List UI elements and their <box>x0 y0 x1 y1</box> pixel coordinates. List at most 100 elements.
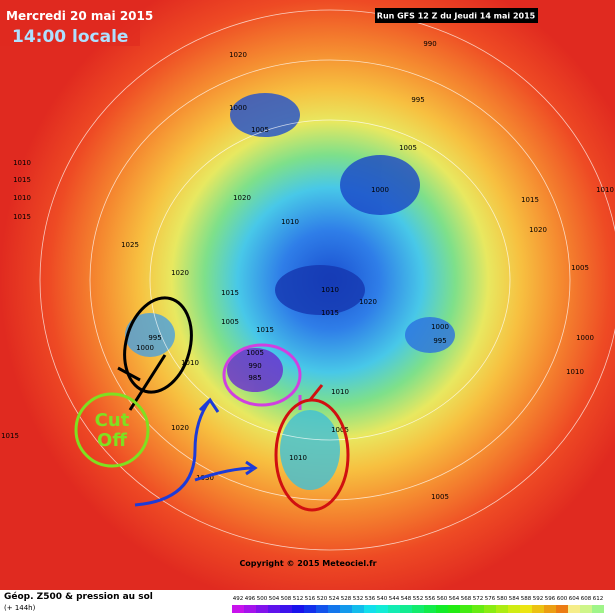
isobar-label: 1005 <box>251 126 269 134</box>
colorbar-swatch <box>280 605 292 613</box>
run-label: Run GFS 12 Z du Jeudi 14 mai 2015 <box>377 12 536 21</box>
isobar-label: 1005 <box>246 349 264 357</box>
colorbar-swatch <box>484 605 496 613</box>
colorbar-label: 556 <box>425 596 436 602</box>
colorbar-swatch <box>244 605 256 613</box>
colorbar-label: 592 <box>533 596 544 602</box>
colorbar-swatch <box>340 605 352 613</box>
isobar-label: 995 <box>411 96 424 104</box>
colorbar-label: 516 <box>305 596 316 602</box>
colorbar-label: 496 <box>245 596 256 602</box>
isobar-labels: 1020 990 1000 1005 995 1005 1000 1020 1010 1015 10… <box>1 40 614 501</box>
cut-off-label: Cut Off <box>95 410 130 451</box>
footer-title: Géop. Z500 & pression au sol <box>4 591 153 602</box>
colorbar-swatch <box>268 605 280 613</box>
colorbar-label: 500 <box>257 596 268 602</box>
isobar-label: 1010 <box>13 194 31 202</box>
colorbar-label: 544 <box>389 596 400 602</box>
colorbar-label: 548 <box>401 596 412 602</box>
isobar-label: 1020 <box>229 51 247 59</box>
isobar-label: 1000 <box>576 334 594 342</box>
colorbar-swatch <box>508 605 520 613</box>
isobar-label: 1015 <box>521 196 539 204</box>
isobar-label: 1015 <box>13 213 31 221</box>
colorbar-swatch <box>376 605 388 613</box>
colorbar-swatch <box>364 605 376 613</box>
isobar-label: 1005 <box>399 144 417 152</box>
colorbar-swatch <box>532 605 544 613</box>
isobar-label: 1005 <box>331 426 349 434</box>
colorbar-label: 568 <box>461 596 472 602</box>
colorbar-swatch <box>400 605 412 613</box>
colorbar-swatch <box>412 605 424 613</box>
colorbar-swatch <box>592 605 604 613</box>
isobar-label: 1010 <box>596 186 614 194</box>
isobar-label: 990 <box>423 40 436 48</box>
isolines <box>39 9 615 551</box>
isobar-label: 1020 <box>359 298 377 306</box>
colorbar-label: 588 <box>521 596 532 602</box>
isobar-label: 1025 <box>121 241 139 249</box>
colorbar-label: 504 <box>269 596 280 602</box>
colorbar-swatch <box>316 605 328 613</box>
isobar-label: 1015 <box>1 432 19 440</box>
colorbar-swatch <box>472 605 484 613</box>
isobar-label: 1015 <box>256 326 274 334</box>
colorbar-swatch <box>436 605 448 613</box>
colorbar-label: 532 <box>353 596 364 602</box>
isobar-label: 1010 <box>181 359 199 367</box>
isobar-label: 1000 <box>136 344 154 352</box>
isobar-label: 1005 <box>571 264 589 272</box>
colorbar-swatch <box>556 605 568 613</box>
colorbar: 492 496 500 504 508 512 516 520 524 528 532 536 540 5… <box>232 596 604 613</box>
colorbar-swatch <box>424 605 436 613</box>
colorbar-swatch <box>568 605 580 613</box>
colorbar-label: 584 <box>509 596 520 602</box>
drawn-annotations <box>74 296 350 512</box>
isobar-label: 1000 <box>371 186 389 194</box>
colorbar-swatch <box>460 605 472 613</box>
colorbar-swatch <box>292 605 304 613</box>
colorbar-label: 572 <box>473 596 484 602</box>
colorbar-label: 612 <box>593 596 604 602</box>
date: Mercredi 20 mai 2015 <box>6 9 153 23</box>
colorbar-label: 608 <box>581 596 592 602</box>
colorbar-label: 552 <box>413 596 424 602</box>
colorbar-label: 596 <box>545 596 556 602</box>
isobar-label: 985 <box>248 374 261 382</box>
colorbar-swatch <box>352 605 364 613</box>
run-box <box>375 8 538 23</box>
colorbar-label: 604 <box>569 596 580 602</box>
time: 14:00 locale <box>12 27 128 47</box>
colorbar-label: 600 <box>557 596 568 602</box>
isobar-label: 1010 <box>289 454 307 462</box>
colorbar-label: 580 <box>497 596 508 602</box>
isobar-label: 1020 <box>529 226 547 234</box>
isobar-label: 1010 <box>566 368 584 376</box>
isobar-label: 995 <box>148 334 161 342</box>
colorbar-swatch <box>328 605 340 613</box>
colorbar-swatch <box>388 605 400 613</box>
isobar-label: 1005 <box>431 493 449 501</box>
isobar-label: 995 <box>433 337 446 345</box>
isobar-label: 1010 <box>13 159 31 167</box>
isobar-label: 1010 <box>281 218 299 226</box>
isobar-label: 1005 <box>221 318 239 326</box>
header-bg <box>0 0 140 46</box>
colorbar-swatch <box>232 605 244 613</box>
isobar-label: 1015 <box>13 176 31 184</box>
isobar-label: 1020 <box>233 194 251 202</box>
copyright: Copyright © 2015 Meteociel.fr <box>239 559 376 568</box>
colorbar-label: 536 <box>365 596 376 602</box>
colorbar-swatch <box>580 605 592 613</box>
isobar-label: 1015 <box>321 309 339 317</box>
colorbar-swatch <box>448 605 460 613</box>
colorbar-label: 560 <box>437 596 448 602</box>
isobar-label: 990 <box>248 362 261 370</box>
colorbar-label: 512 <box>293 596 304 602</box>
isobar-label: 1010 <box>321 286 339 294</box>
colorbar-label: 576 <box>485 596 496 602</box>
colorbar-swatch <box>496 605 508 613</box>
isobar-label: 1020 <box>171 269 189 277</box>
